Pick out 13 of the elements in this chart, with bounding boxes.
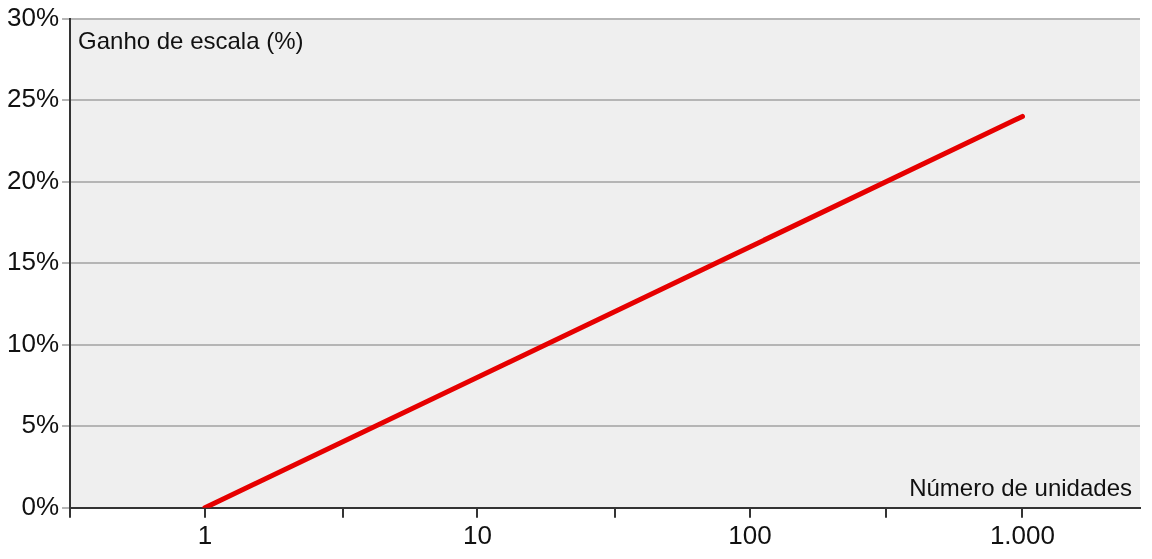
x-tick-label: 100 bbox=[728, 519, 772, 550]
x-tick-label: 1 bbox=[197, 519, 213, 550]
x-tick-label: 1.000 bbox=[989, 519, 1055, 550]
y-axis-title: Ganho de escala (%) bbox=[78, 27, 304, 55]
x-tick-label: 10 bbox=[462, 519, 492, 550]
x-axis-title: Número de unidades bbox=[909, 474, 1132, 502]
y-tick-label: 20% bbox=[6, 164, 60, 195]
y-tick-label: 0% bbox=[21, 490, 60, 521]
y-tick-label: 30% bbox=[6, 1, 60, 32]
y-tick-label: 15% bbox=[6, 246, 60, 277]
y-tick-label: 10% bbox=[6, 327, 60, 358]
y-tick-label: 25% bbox=[6, 83, 60, 114]
y-tick-label: 5% bbox=[21, 409, 60, 440]
